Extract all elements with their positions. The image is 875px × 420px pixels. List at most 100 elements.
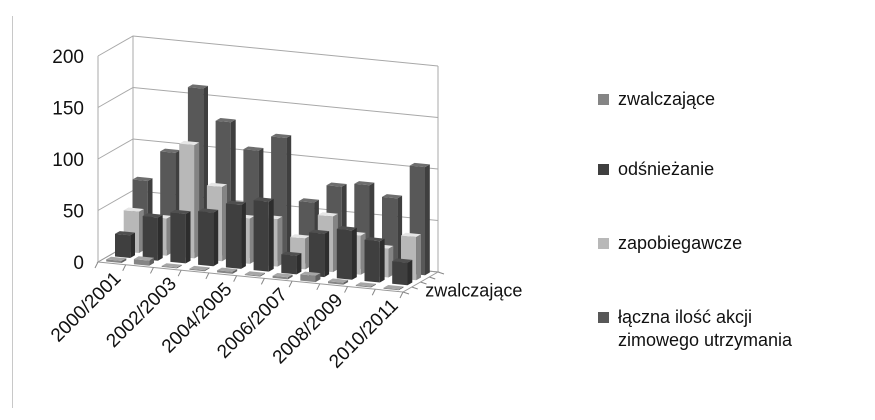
depth-tick-0 [402, 291, 410, 295]
bar-top-face [300, 271, 321, 276]
gridline-150 [97, 86, 439, 118]
bar-top-face [272, 273, 293, 278]
bar-front-face [336, 228, 352, 280]
bar-side-face [157, 214, 163, 261]
bar-side-face [397, 195, 403, 273]
x-tick-5 [233, 275, 238, 282]
bar-side-face [425, 164, 430, 276]
bar-side-face [360, 232, 366, 275]
x-tick-2 [150, 267, 154, 274]
gridline-100 [97, 138, 439, 170]
bar-front-face [142, 216, 158, 261]
legend-swatch-zapobiegawcze [598, 238, 609, 249]
legend-item-zapobiegawcze: zapobiegawcze [598, 232, 742, 255]
bar-odśnieżanie-2006/2007 [281, 251, 302, 275]
bar-odśnieżanie-2008/2009 [336, 226, 357, 280]
bar-top-face [179, 140, 200, 146]
bar-odśnieżanie-2004/2005 [225, 200, 246, 269]
bar-top-face [326, 182, 347, 187]
bar-top-face [106, 256, 127, 261]
bar-top-face [189, 265, 210, 271]
depth-tick-4 [437, 271, 445, 275]
bar-front-face [198, 211, 214, 267]
bar-top-face [170, 209, 191, 214]
legend-label-odsniezanie: odśnieżanie [618, 159, 715, 179]
bar-zwalczające-2004/2005 [217, 267, 238, 274]
bar-side-face [194, 142, 200, 259]
legend-label-laczna-line-2: zimowego utrzymania [618, 330, 793, 350]
x-tick-6 [260, 278, 265, 285]
bar-side-face [149, 257, 154, 266]
bar-front-face [281, 254, 297, 275]
bar-top-face [161, 263, 182, 268]
bar-top-face [253, 197, 274, 202]
bar-top-face [336, 226, 357, 231]
bar-front-face [133, 259, 150, 266]
x-tick-7 [288, 280, 293, 288]
legend-item-laczna: łączna ilość akcji zimowego utrzymania [598, 306, 792, 352]
bar-front-face [253, 200, 269, 272]
bar-top-face [215, 118, 236, 123]
bar-front-face [225, 203, 242, 269]
bar-front-face [355, 285, 371, 288]
bar-side-face [222, 184, 227, 262]
legend-label-laczna-line-1: łączna ilość akcji [618, 307, 753, 327]
bar-side-face [398, 286, 404, 291]
bar-side-face [232, 269, 238, 274]
bar-top-face [123, 207, 144, 212]
bar-front-face [170, 212, 186, 264]
depth-tick-label-zwalczajace: zwalczające [425, 280, 522, 300]
bar-top-face [225, 200, 246, 205]
bar-front-face [161, 265, 177, 269]
bar-front-face [217, 270, 233, 274]
bar-zwalczające-2010/2011 [383, 285, 404, 291]
x-tick-3 [177, 269, 182, 277]
bar-zwalczające-2005/2006 [244, 271, 265, 277]
bar-side-face [286, 135, 292, 262]
bar-front-face [106, 259, 122, 263]
legend-item-zwalczajace: zwalczające [598, 88, 715, 111]
bar-side-face [333, 213, 338, 273]
bar-side-face [241, 202, 246, 269]
bar-top-face [354, 181, 375, 186]
y-tick-label-0: 0 [73, 253, 84, 274]
bar-side-face [268, 198, 274, 272]
bar-top-face [383, 285, 404, 290]
bar-front-face [300, 274, 316, 283]
depth-tick-2 [420, 281, 427, 285]
bar-top-face [133, 256, 154, 261]
bar-top-face [187, 84, 208, 89]
bar-front-face [244, 274, 261, 277]
bar-side-face [388, 245, 394, 278]
bar-side-face [379, 238, 385, 283]
legend-swatch-odsniezanie [598, 164, 609, 175]
x-tick-9 [344, 286, 348, 293]
bar-zwalczające-2009/2010 [355, 282, 376, 288]
chart-frame-left-border [12, 16, 13, 408]
bar-top-face [132, 176, 153, 181]
bar-top-face [217, 267, 238, 272]
bar-odśnieżanie-2001/2002 [142, 213, 163, 261]
y-tick-label-200: 200 [52, 47, 84, 68]
y-tick-label-150: 150 [52, 99, 84, 120]
bar-top-face [382, 194, 403, 199]
bar-odśnieżanie-2005/2006 [253, 197, 274, 272]
bar-top-face [198, 208, 219, 213]
bar-front-face [328, 281, 344, 285]
bar-top-face [244, 271, 265, 276]
bar-front-face [272, 275, 288, 280]
legend-swatch-zwalczajace [598, 94, 609, 105]
gridline-200 [97, 35, 439, 67]
bar-side-face [204, 267, 210, 272]
bar-side-face [130, 232, 135, 258]
x-tick-11 [399, 291, 404, 299]
bar-zwalczające-2003/2004 [189, 265, 210, 272]
bar-zwalczające-2008/2009 [328, 278, 349, 285]
chart-legend: zwalczające odśnieżanie zapobiegawcze łą… [598, 70, 873, 400]
bar-top-face [271, 133, 292, 138]
bar-top-face [392, 258, 413, 263]
bar-top-face [328, 278, 349, 283]
bar-side-face [249, 215, 255, 264]
bar-front-face [392, 261, 408, 286]
